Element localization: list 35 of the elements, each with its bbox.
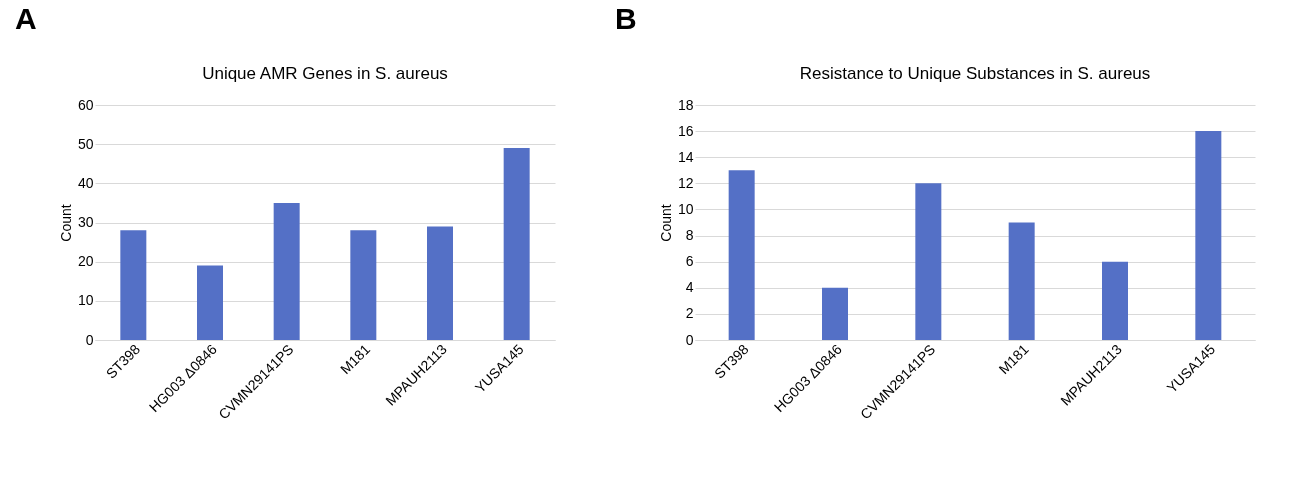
bar — [915, 183, 942, 340]
y-tick-label: 30 — [77, 214, 94, 230]
y-tick-label: 0 — [85, 331, 94, 348]
bar — [350, 230, 377, 340]
y-tick-label: 4 — [685, 279, 694, 296]
y-tick-label: 50 — [77, 135, 94, 152]
y-tick-label: 0 — [685, 331, 694, 348]
y-tick-label: 20 — [77, 253, 94, 270]
y-axis-title: Count — [657, 204, 674, 242]
y-tick-label: 18 — [677, 96, 694, 113]
chart-title: Unique AMR Genes in S. aureus — [202, 64, 448, 83]
bar — [1008, 222, 1035, 340]
chart-title: Resistance to Unique Substances in S. aureus — [799, 64, 1151, 83]
y-tick-label: 60 — [77, 96, 94, 113]
bar — [427, 226, 453, 340]
text: A — [15, 2, 37, 35]
y-tick-label: 40 — [77, 174, 94, 191]
y-tick-label: 6 — [685, 253, 694, 270]
bar — [1195, 131, 1222, 340]
y-axis-title: Count — [57, 204, 74, 242]
bar — [197, 265, 223, 340]
bar — [120, 230, 147, 340]
bar — [1102, 261, 1128, 340]
y-tick-label: 2 — [685, 305, 694, 322]
y-tick-label: 12 — [677, 174, 694, 191]
bar — [503, 148, 530, 340]
bar — [728, 170, 755, 340]
y-tick-label: 16 — [677, 122, 694, 139]
bar — [273, 202, 300, 340]
bar — [822, 287, 848, 340]
y-tick-label: 8 — [685, 227, 694, 244]
y-tick-label: 14 — [677, 148, 694, 165]
y-tick-label: 10 — [77, 292, 94, 309]
text: B — [615, 2, 637, 35]
y-tick-label: 10 — [677, 200, 694, 217]
